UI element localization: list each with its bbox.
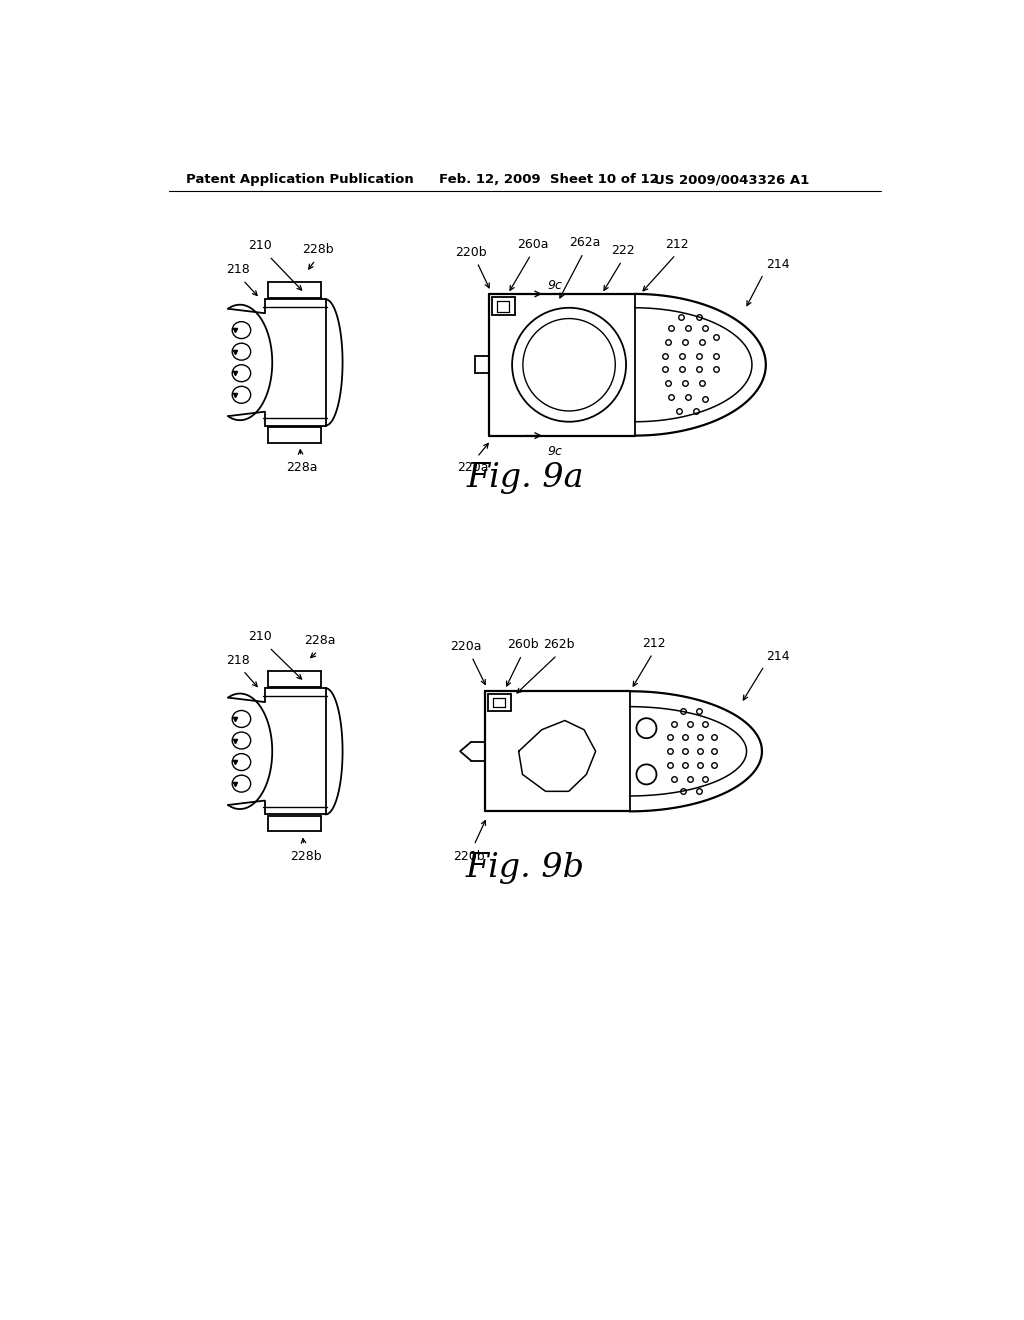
Text: 222: 222 [611, 244, 635, 257]
Text: 260a: 260a [517, 238, 548, 251]
Text: 260b: 260b [508, 638, 539, 651]
Text: 214: 214 [767, 649, 791, 663]
Text: 220a: 220a [458, 461, 489, 474]
Text: US 2009/0043326 A1: US 2009/0043326 A1 [654, 173, 809, 186]
Text: 218: 218 [226, 653, 250, 667]
Text: 220b: 220b [454, 850, 485, 863]
Text: 214: 214 [766, 257, 790, 271]
Text: 228b: 228b [302, 243, 334, 256]
Text: 228a: 228a [287, 461, 318, 474]
Text: 220a: 220a [451, 640, 482, 653]
Text: Fig. 9a: Fig. 9a [466, 462, 584, 494]
Text: Fig. 9b: Fig. 9b [465, 853, 585, 884]
Text: 228a: 228a [304, 635, 336, 647]
Text: 228b: 228b [291, 850, 322, 863]
Text: 9c: 9c [548, 280, 563, 293]
Text: Patent Application Publication: Patent Application Publication [186, 173, 414, 186]
Text: Feb. 12, 2009  Sheet 10 of 12: Feb. 12, 2009 Sheet 10 of 12 [438, 173, 658, 186]
Text: 262a: 262a [569, 236, 600, 249]
Text: 210: 210 [248, 239, 271, 252]
Text: 220b: 220b [455, 246, 486, 259]
Text: 212: 212 [642, 636, 666, 649]
Text: 210: 210 [248, 631, 271, 644]
Text: 212: 212 [666, 238, 689, 251]
Text: 262b: 262b [543, 638, 574, 651]
Text: 218: 218 [226, 263, 250, 276]
Text: 9c: 9c [548, 445, 563, 458]
